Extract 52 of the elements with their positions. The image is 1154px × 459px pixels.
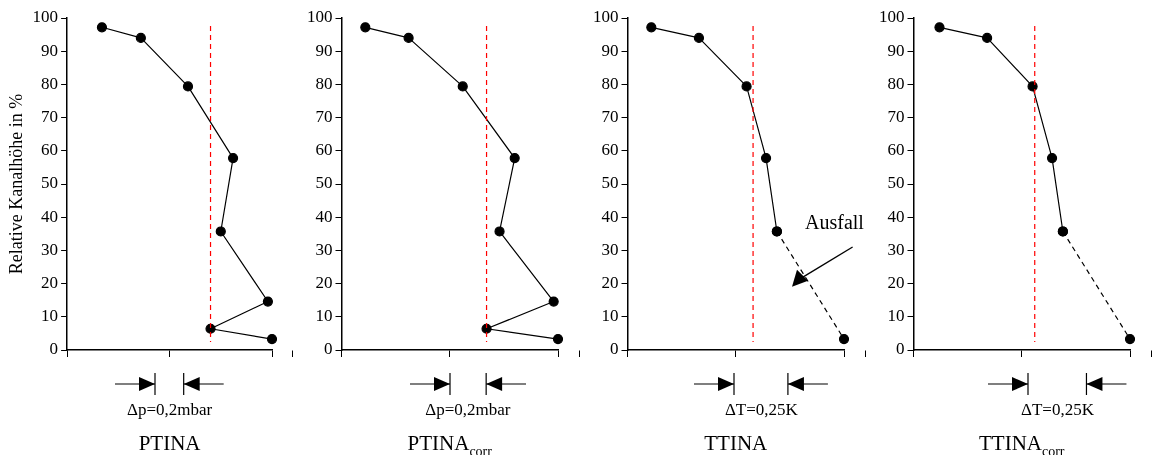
y-tick-label: 0: [610, 339, 619, 359]
y-tick-label: 100: [32, 7, 59, 27]
text: Δp=0,2mbar: [126, 400, 213, 420]
y-tick-label: 90: [601, 40, 619, 60]
y-tick-label: 50: [601, 173, 619, 193]
y-tick-label: 10: [41, 306, 59, 326]
y-tick-label: 0: [49, 339, 59, 359]
y-tick-label: 40: [41, 206, 59, 226]
y-tick-label: 30: [315, 239, 333, 259]
y-tick-label: 70: [41, 107, 59, 127]
y-tick-label: 40: [315, 206, 333, 226]
y-tick-label: 60: [315, 140, 333, 160]
y-tick-label: 100: [593, 7, 619, 27]
y-tick-label: 10: [601, 306, 619, 326]
y-tick-label: 30: [41, 239, 59, 259]
y-tick-label: 40: [601, 206, 619, 226]
y-tick-label: 0: [324, 339, 333, 359]
text: PTINA: [138, 431, 202, 455]
text: ΔT=0,25K: [1021, 400, 1094, 420]
y-tick-label: 20: [41, 273, 59, 293]
y-tick-label: 30: [887, 239, 905, 259]
y-tick-label: 20: [601, 273, 619, 293]
y-tick-label: 0: [896, 339, 905, 359]
y-tick-label: 30: [601, 239, 619, 259]
y-tick-label: 70: [601, 107, 619, 127]
y-tick-label: 10: [315, 306, 333, 326]
y-tick-label: 50: [41, 173, 59, 193]
text: ΔT=0,25K: [724, 400, 798, 420]
y-tick-label: 90: [315, 40, 333, 60]
y-tick-label: 20: [315, 273, 333, 293]
y-axis-title: Relative Kanalhöhe in %: [5, 93, 26, 275]
y-tick-label: 90: [41, 40, 59, 60]
y-tick-label: 80: [315, 73, 333, 93]
y-tick-label: 70: [315, 107, 333, 127]
y-tick-label: 60: [41, 140, 59, 160]
y-tick-label: 70: [887, 107, 905, 127]
text: Δp=0,2mbar: [425, 400, 511, 420]
y-tick-label: 60: [601, 140, 619, 160]
y-tick-label: 90: [887, 40, 905, 60]
y-tick-label: 80: [41, 73, 59, 93]
y-tick-label: 40: [887, 206, 905, 226]
text: TTINA: [704, 431, 769, 455]
y-tick-label: 50: [315, 173, 333, 193]
annotation: Ausfall: [805, 210, 864, 234]
y-tick-label: 10: [887, 306, 905, 326]
y-tick-label: 100: [307, 7, 333, 27]
y-tick-label: 50: [887, 173, 905, 193]
y-tick-label: 100: [879, 7, 905, 27]
y-tick-label: 80: [887, 73, 905, 93]
y-tick-label: 60: [887, 140, 905, 160]
y-tick-label: 80: [601, 73, 619, 93]
y-tick-label: 20: [887, 273, 905, 293]
